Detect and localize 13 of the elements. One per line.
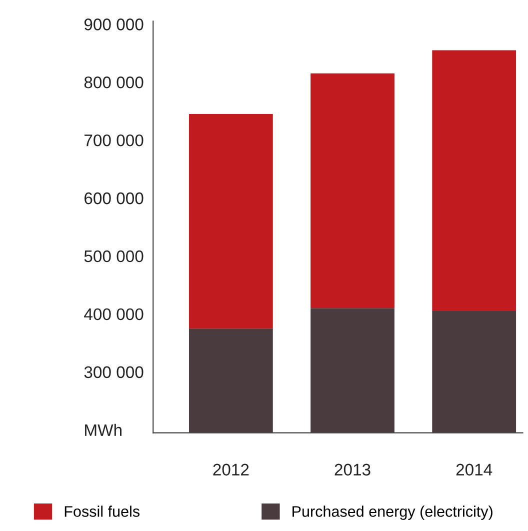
legend-label: Fossil fuels bbox=[64, 506, 140, 517]
x-tick-label: 2014 bbox=[456, 464, 492, 476]
legend-label: Purchased energy (electricity) bbox=[292, 506, 492, 520]
y-tick-label: 300 000 bbox=[84, 366, 144, 378]
x-tick-label: 2012 bbox=[213, 464, 249, 476]
y-tick-label: 900 000 bbox=[84, 18, 144, 30]
y-tick-label: 400 000 bbox=[84, 308, 144, 320]
y-tick-label: MWh bbox=[85, 424, 122, 436]
y-tick-label: 800 000 bbox=[84, 76, 144, 88]
y-tick-label: 600 000 bbox=[84, 192, 144, 204]
y-tick-label: 500 000 bbox=[84, 250, 144, 262]
x-tick-label: 2013 bbox=[334, 464, 370, 476]
y-tick-label: 700 000 bbox=[84, 134, 144, 146]
